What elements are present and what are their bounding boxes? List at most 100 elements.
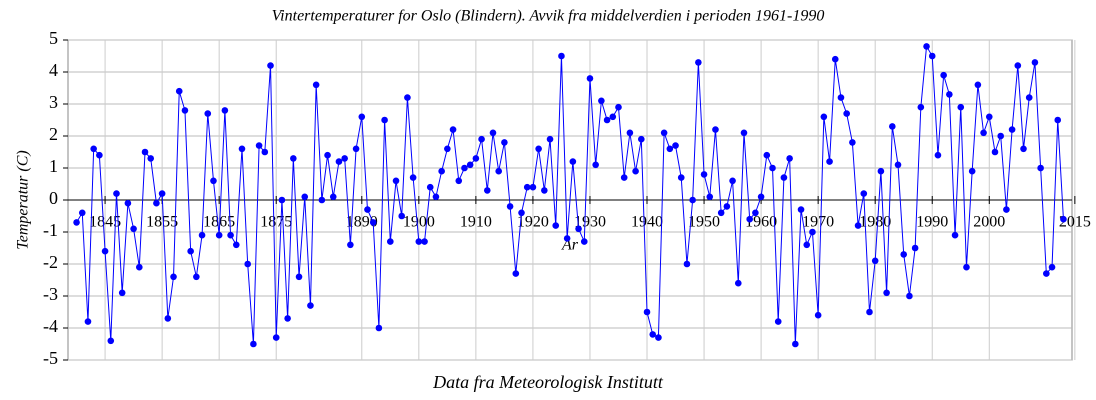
data-point: [946, 91, 953, 98]
data-point: [278, 196, 286, 204]
data-point: [786, 155, 793, 162]
data-point: [706, 193, 714, 201]
chart-title: Vintertemperaturer for Oslo (Blindern). …: [272, 8, 825, 25]
data-point: [352, 145, 360, 153]
data-point: [558, 52, 565, 60]
data-point: [980, 129, 987, 137]
x-tick-label: 2015: [1059, 214, 1091, 231]
data-point: [717, 209, 725, 217]
data-point: [894, 161, 902, 169]
x-tick-label: 1855: [146, 214, 178, 231]
data-point: [603, 116, 611, 124]
data-point: [752, 209, 759, 217]
data-point: [175, 87, 183, 95]
data-point: [615, 103, 622, 111]
data-point: [649, 331, 657, 338]
data-point: [324, 151, 331, 159]
data-point: [181, 107, 189, 114]
data-point: [101, 247, 109, 255]
data-point: [1003, 206, 1010, 213]
y-tick-label: -1: [43, 220, 58, 240]
data-point: [831, 55, 839, 63]
x-tick-label: 1910: [460, 214, 492, 231]
x-tick-label: 1900: [403, 214, 435, 231]
data-point: [1031, 59, 1039, 66]
data-point: [438, 167, 445, 175]
data-point: [461, 164, 468, 172]
data-point: [312, 81, 320, 89]
data-point: [164, 315, 172, 322]
data-point: [426, 183, 434, 191]
y-tick-label: 3: [49, 92, 58, 112]
y-tick-label: 2: [49, 124, 58, 144]
data-point: [626, 129, 634, 137]
x-tick-label: 1950: [688, 214, 720, 231]
data-point: [227, 231, 234, 239]
data-point: [381, 116, 388, 124]
data-point: [210, 177, 217, 185]
data-point: [244, 260, 251, 268]
data-point: [272, 334, 280, 341]
data-point: [757, 193, 765, 201]
data-point: [951, 231, 959, 239]
data-point: [677, 174, 685, 181]
data-point: [1037, 164, 1044, 172]
data-point: [1048, 263, 1056, 271]
data-point: [347, 241, 354, 249]
y-tick-label: -4: [43, 316, 58, 336]
data-point: [136, 263, 143, 271]
data-point: [580, 238, 588, 245]
data-point: [118, 289, 126, 297]
data-point: [575, 225, 582, 233]
data-point: [826, 158, 833, 165]
data-point: [940, 71, 947, 79]
footer: Data fra Meteorologisk Institutt: [432, 372, 664, 392]
data-point: [432, 193, 440, 201]
data-point: [866, 308, 873, 316]
data-point: [672, 142, 679, 149]
x-tick-label: 1930: [574, 214, 606, 231]
data-point: [889, 123, 896, 130]
data-point: [153, 199, 160, 207]
data-point: [734, 279, 742, 287]
y-tick-label: -5: [43, 348, 58, 368]
data-point: [107, 337, 115, 345]
data-point: [404, 94, 411, 101]
data-point: [569, 158, 577, 165]
data-point: [792, 340, 799, 348]
data-point: [860, 190, 868, 197]
data-point: [809, 228, 816, 236]
data-point: [854, 222, 862, 229]
data-point: [444, 145, 451, 153]
data-point: [221, 107, 229, 114]
x-tick-label: 1960: [745, 214, 777, 231]
data-point: [495, 167, 502, 175]
data-point: [409, 174, 417, 181]
data-point: [1054, 116, 1062, 124]
data-point: [911, 244, 919, 252]
data-point: [695, 59, 702, 66]
x-tick-label: 1875: [260, 214, 292, 231]
data-point: [535, 145, 542, 153]
data-point: [900, 251, 908, 258]
data-point: [729, 177, 736, 185]
data-point: [592, 161, 599, 169]
data-point: [307, 302, 314, 309]
data-point: [141, 148, 149, 156]
data-point: [843, 110, 850, 117]
data-point: [780, 174, 788, 181]
data-point: [774, 318, 782, 325]
data-point: [797, 206, 805, 213]
data-point: [261, 148, 269, 156]
data-point: [746, 215, 753, 223]
data-point: [84, 318, 92, 325]
data-point: [689, 196, 696, 204]
data-point: [113, 190, 120, 197]
data-point: [563, 235, 571, 242]
data-point: [814, 311, 822, 319]
data-point: [341, 155, 348, 162]
data-point: [290, 155, 297, 162]
data-point: [529, 183, 537, 191]
data-point: [398, 212, 406, 220]
data-point: [934, 151, 942, 159]
